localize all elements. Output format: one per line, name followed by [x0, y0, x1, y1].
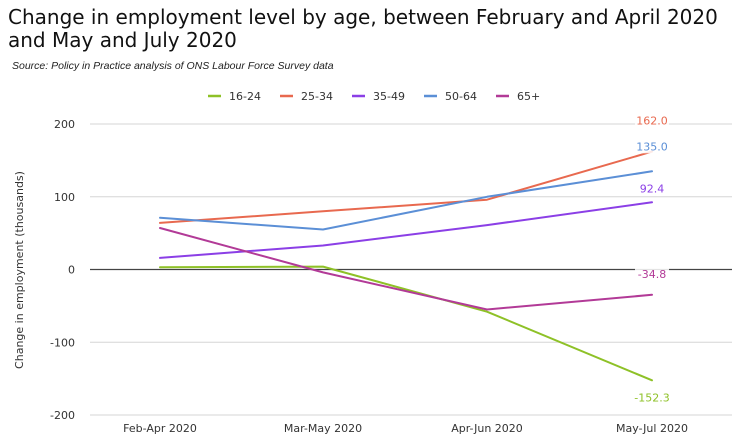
y-tick-label: 0 [68, 264, 75, 277]
series-line-65+ [159, 227, 653, 311]
chart-source: Source: Policy in Practice analysis of O… [12, 60, 334, 72]
y-tick-label: -200 [50, 409, 75, 422]
x-tick-label: Feb-Apr 2020 [123, 422, 197, 435]
legend-label-50-64: 50-64 [445, 90, 477, 103]
y-tick-label: 100 [54, 191, 75, 204]
data-label-16-24: -152.3 [634, 391, 669, 404]
grid-lines [90, 123, 732, 416]
legend-label-25-34: 25-34 [301, 90, 333, 103]
series-line-25-34 [159, 150, 653, 224]
y-tick-label: 200 [54, 118, 75, 131]
legend-label-35-49: 35-49 [373, 90, 405, 103]
data-label-50-64: 135.0 [636, 140, 668, 153]
y-tick-label: -100 [50, 336, 75, 349]
x-tick-label: Apr-Jun 2020 [451, 422, 523, 435]
data-label-bg [635, 267, 669, 281]
series-line-35-49 [159, 201, 653, 259]
series-line-16-24 [159, 265, 653, 382]
x-tick-label: May-Jul 2020 [616, 422, 688, 435]
data-label-35-49: 92.4 [640, 182, 665, 195]
series-lines [159, 150, 653, 382]
legend-label-65+: 65+ [517, 90, 540, 103]
data-label-bg [635, 140, 669, 154]
y-axis-label: Change in employment (thousands) [13, 171, 26, 369]
legend-label-16-24: 16-24 [229, 90, 261, 103]
legend: 16-24 25-34 35-49 50-64 65+ [208, 90, 540, 103]
data-label-bg [635, 391, 669, 405]
data-labels: -152.3 162.0 92.4 135.0 -34.8 [634, 114, 670, 405]
x-axis-ticks: Feb-Apr 2020 Mar-May 2020 Apr-Jun 2020 May-… [123, 422, 688, 435]
data-label-bg [635, 182, 669, 196]
x-tick-label: Mar-May 2020 [284, 422, 362, 435]
y-axis-ticks: 200 100 0 -100 -200 [50, 118, 75, 422]
series-line-50-64 [159, 170, 653, 231]
data-label-65+: -34.8 [638, 268, 666, 281]
data-label-bg [635, 114, 669, 128]
chart-title: Change in employment level by age, betwe… [8, 5, 718, 52]
data-label-25-34: 162.0 [636, 115, 668, 128]
